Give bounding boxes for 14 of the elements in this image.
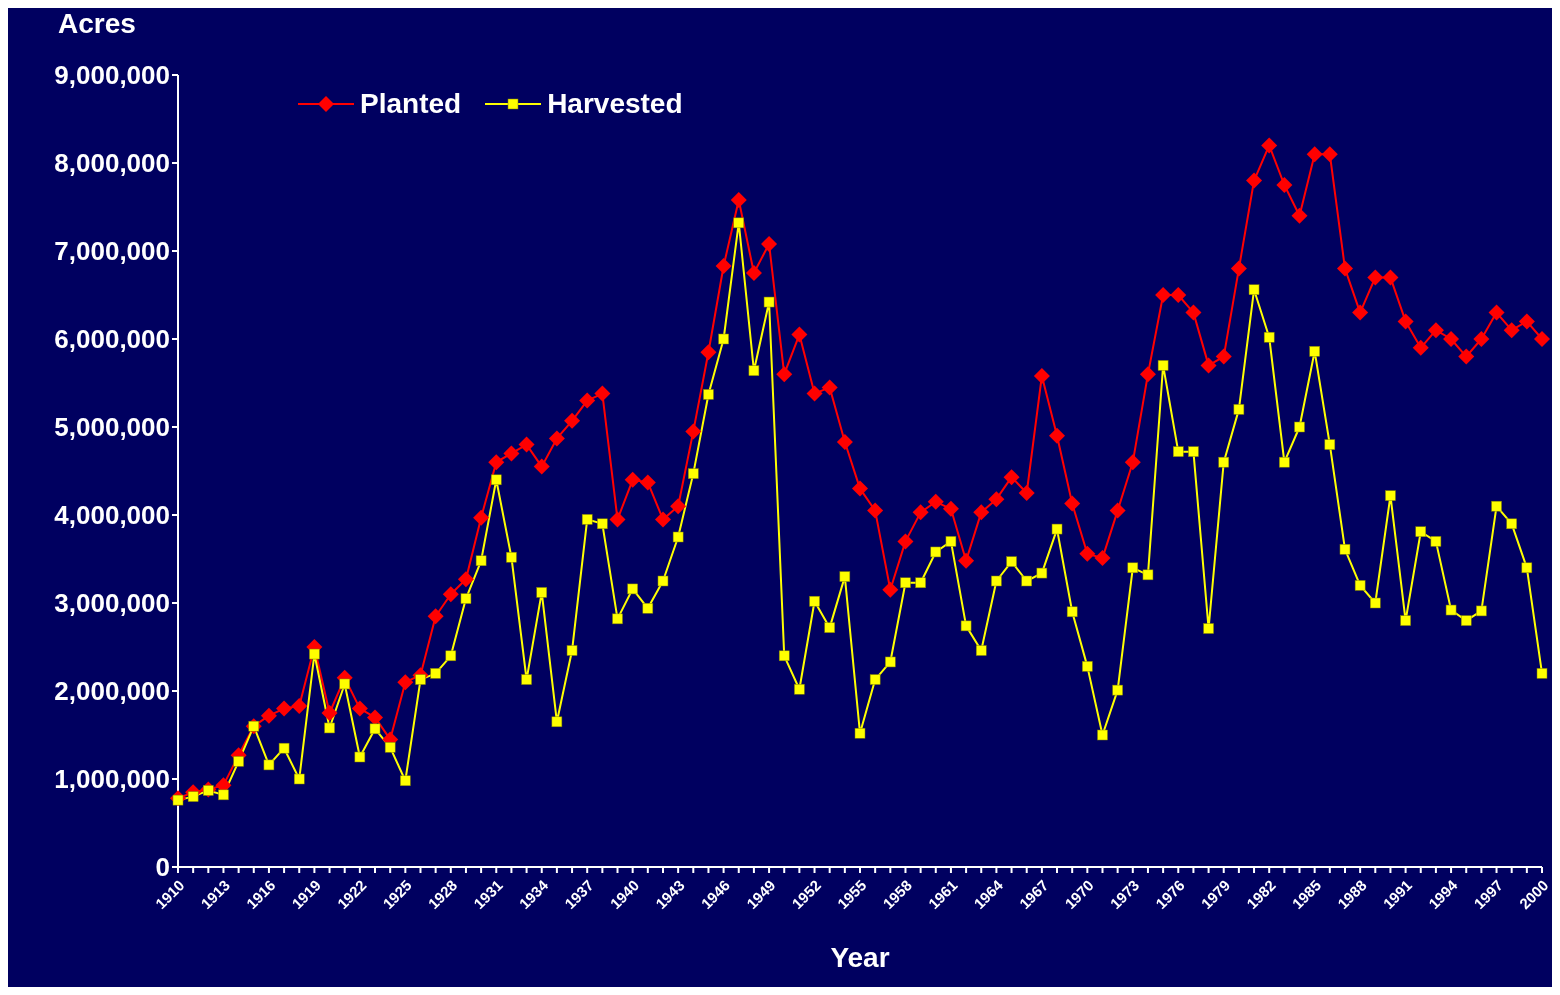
y-axis-title: Acres <box>58 8 136 40</box>
legend-label: Harvested <box>547 88 683 120</box>
y-tick-label: 0 <box>155 852 170 883</box>
y-tick-label: 6,000,000 <box>54 324 170 355</box>
y-tick-label: 4,000,000 <box>54 500 170 531</box>
y-tick-label: 8,000,000 <box>54 148 170 179</box>
y-tick-label: 2,000,000 <box>54 676 170 707</box>
y-tick-label: 5,000,000 <box>54 412 170 443</box>
y-tick-label: 3,000,000 <box>54 588 170 619</box>
x-axis-title: Year <box>830 942 890 973</box>
y-tick-label: 7,000,000 <box>54 236 170 267</box>
y-tick-label: 9,000,000 <box>54 60 170 91</box>
legend-label: Planted <box>360 88 462 120</box>
y-tick-label: 1,000,000 <box>54 764 170 795</box>
